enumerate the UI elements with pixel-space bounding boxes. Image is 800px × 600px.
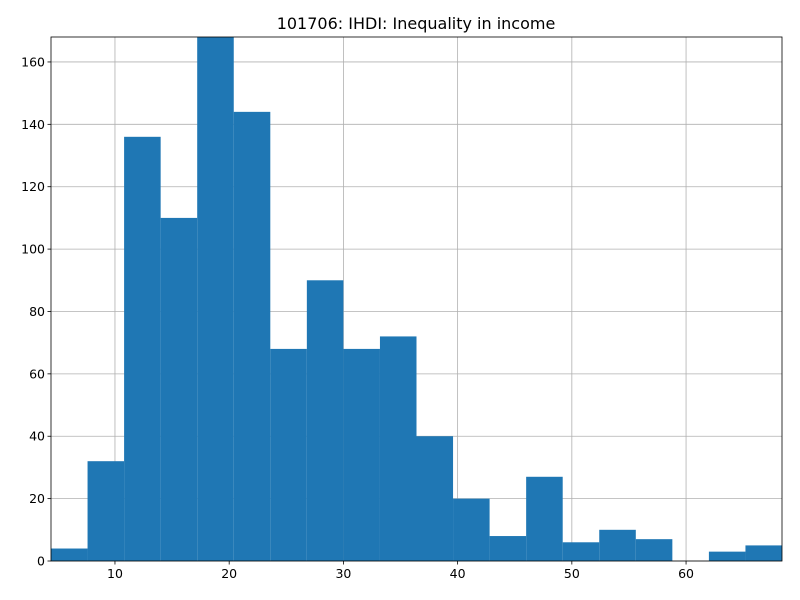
histogram-bar — [416, 436, 454, 561]
histogram-bar — [526, 476, 563, 561]
y-tick-label: 40 — [29, 429, 45, 444]
histogram-bar — [453, 498, 490, 561]
x-tick-label: 50 — [564, 566, 580, 581]
y-tick-label: 80 — [29, 304, 45, 319]
histogram-bar — [160, 217, 198, 561]
histogram-bar — [197, 37, 234, 561]
x-tick-label: 40 — [450, 566, 466, 581]
histogram-bar — [562, 542, 600, 561]
histogram-bar — [379, 336, 417, 561]
histogram-bar — [233, 111, 271, 561]
y-tick-label: 160 — [21, 54, 45, 69]
histogram-bar — [270, 348, 307, 561]
y-tick-label: 120 — [21, 179, 45, 194]
histogram-bar — [124, 136, 161, 562]
axes — [50, 36, 783, 562]
histogram-bar — [87, 461, 125, 561]
histogram-bar — [51, 548, 88, 561]
y-tick-label: 60 — [29, 366, 45, 381]
x-tick-label: 10 — [107, 566, 123, 581]
histogram-bar — [745, 545, 782, 561]
chart-title: 101706: IHDI: Inequality in income — [277, 14, 556, 33]
x-axis-ticks: 10 20 30 40 50 60 — [107, 561, 694, 581]
x-tick-label: 20 — [221, 566, 237, 581]
histogram-bar — [635, 539, 673, 561]
histogram-bar — [489, 536, 527, 561]
histogram-bar — [708, 551, 746, 561]
histogram-bar — [306, 280, 344, 561]
histogram-bar — [599, 529, 636, 561]
y-tick-label: 20 — [29, 491, 45, 506]
y-tick-label: 0 — [37, 554, 45, 569]
axes-frame — [50, 36, 783, 562]
x-tick-label: 60 — [678, 566, 694, 581]
x-tick-label: 30 — [335, 566, 351, 581]
y-tick-label: 100 — [21, 242, 45, 257]
y-tick-label: 140 — [21, 117, 45, 132]
bars — [51, 37, 782, 562]
y-axis-ticks: 0 20 40 60 80 100 120 140 160 — [21, 54, 51, 569]
histogram-bar — [343, 348, 380, 561]
